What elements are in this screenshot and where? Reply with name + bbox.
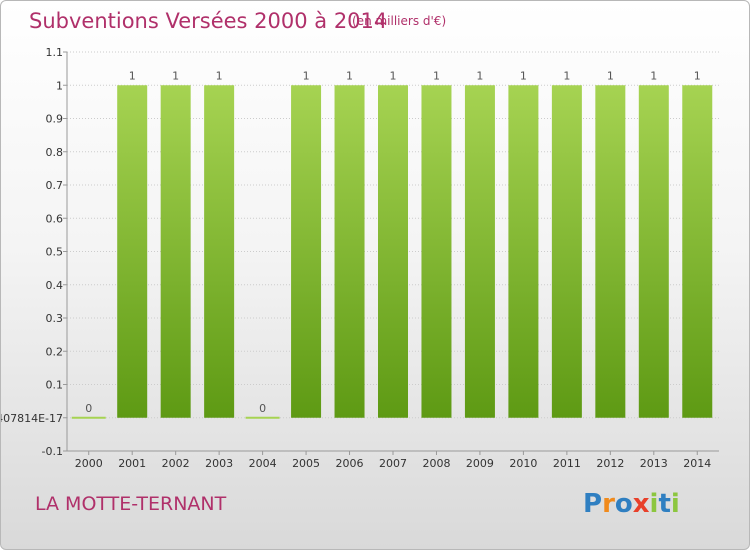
bar <box>595 85 626 418</box>
y-tick-label: 0.8 <box>46 146 64 159</box>
logo-letter: i <box>670 489 680 519</box>
y-tick-label: 0.1 <box>46 379 64 392</box>
data-label: 0 <box>259 402 266 415</box>
y-tick-label: 0.9 <box>46 113 64 126</box>
data-label: 1 <box>520 69 527 82</box>
bar <box>508 85 539 418</box>
logo-letter: t <box>658 489 671 519</box>
x-tick-label: 2006 <box>336 457 364 470</box>
x-tick-label: 2002 <box>162 457 190 470</box>
data-label: 1 <box>694 69 701 82</box>
x-tick-label: 2004 <box>249 457 277 470</box>
y-tick-label: 0.6 <box>46 212 64 225</box>
data-label: 1 <box>129 69 136 82</box>
commune-name: LA MOTTE-TERNANT <box>35 493 227 515</box>
x-tick-label: 2011 <box>553 457 581 470</box>
x-tick-label: 2008 <box>422 457 450 470</box>
logo-letter: P <box>583 489 603 519</box>
x-tick-label: 2012 <box>596 457 624 470</box>
bar <box>204 85 235 418</box>
bar <box>334 85 365 418</box>
bar <box>291 85 322 418</box>
data-label: 1 <box>216 69 223 82</box>
data-label: 1 <box>172 69 179 82</box>
y-tick-label: -0.1 <box>42 445 63 458</box>
bar <box>551 85 582 418</box>
bar <box>464 85 495 418</box>
data-label: 0 <box>85 402 92 415</box>
bar <box>117 85 148 418</box>
logo-letter: r <box>602 489 615 519</box>
x-tick-label: 2001 <box>118 457 146 470</box>
x-tick-label: 2009 <box>466 457 494 470</box>
bar <box>245 416 280 419</box>
x-tick-label: 2007 <box>379 457 407 470</box>
data-label: 1 <box>650 69 657 82</box>
bar <box>682 85 713 418</box>
x-tick-label: 2005 <box>292 457 320 470</box>
y-tick-label: 1 <box>56 79 63 92</box>
data-label: 1 <box>476 69 483 82</box>
bar <box>71 416 106 419</box>
y-tick-label: 0.4 <box>46 279 64 292</box>
data-label: 1 <box>563 69 570 82</box>
data-label: 1 <box>390 69 397 82</box>
data-label: 1 <box>346 69 353 82</box>
chart-subtitle: (en milliers d'€) <box>352 14 447 28</box>
y-tick-label: 0.2 <box>46 345 64 358</box>
y-tick-label: 407814E-17 <box>1 412 63 425</box>
bar <box>421 85 452 418</box>
chart-title: Subventions Versées 2000 à 2014 <box>29 9 388 33</box>
x-tick-label: 2014 <box>683 457 711 470</box>
x-tick-label: 2003 <box>205 457 233 470</box>
logo-letter: x <box>632 489 650 519</box>
bar <box>378 85 408 418</box>
y-tick-label: 0.7 <box>46 179 64 192</box>
x-tick-label: 2013 <box>640 457 668 470</box>
logo-letter: o <box>614 489 633 519</box>
y-tick-label: 0.5 <box>46 246 64 259</box>
logo-letter: i <box>649 489 659 519</box>
proxiti-logo: Proxiti <box>583 489 680 519</box>
y-tick-label: 1.1 <box>46 46 64 59</box>
y-tick-label: 0.3 <box>46 312 64 325</box>
data-label: 1 <box>303 69 310 82</box>
x-tick-label: 2010 <box>509 457 537 470</box>
bar <box>160 85 191 418</box>
data-label: 1 <box>433 69 440 82</box>
bar <box>638 85 669 418</box>
data-label: 1 <box>607 69 614 82</box>
x-tick-label: 2000 <box>75 457 103 470</box>
